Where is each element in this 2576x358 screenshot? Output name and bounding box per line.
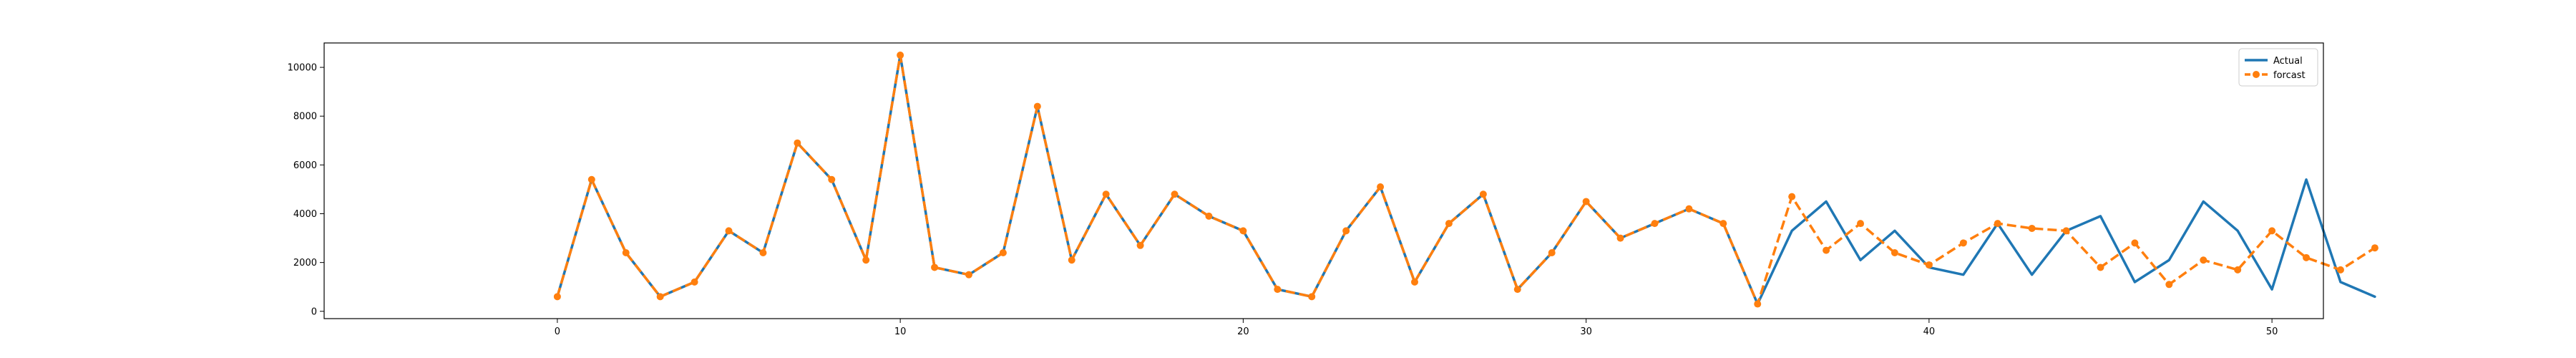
data-point-forcast	[1308, 293, 1316, 301]
data-point-forcast	[691, 278, 698, 286]
data-point-forcast	[1616, 234, 1624, 242]
legend-marker-forcast	[2253, 71, 2260, 78]
y-tick-label: 2000	[293, 258, 317, 268]
data-point-forcast	[759, 249, 767, 257]
data-point-forcast	[1925, 261, 1933, 269]
plot-background	[324, 43, 2323, 319]
x-tick-label: 50	[2266, 326, 2278, 337]
data-point-forcast	[828, 175, 836, 183]
x-tick-label: 40	[1923, 326, 1936, 337]
data-point-forcast	[2336, 266, 2344, 274]
data-point-forcast	[1274, 286, 1282, 294]
x-tick-label: 10	[894, 326, 907, 337]
axes-frame	[323, 42, 2324, 319]
data-point-forcast	[2371, 244, 2379, 252]
data-point-forcast	[553, 293, 561, 301]
data-point-forcast	[1548, 249, 1556, 257]
series-line-forcast	[556, 54, 2376, 306]
data-point-forcast	[2200, 256, 2207, 264]
y-tick-label: 4000	[293, 209, 317, 220]
data-point-forcast	[1239, 227, 1247, 235]
data-point-forcast	[2062, 227, 2070, 235]
data-point-forcast	[1479, 190, 1487, 198]
data-point-forcast	[1205, 212, 1213, 220]
data-point-forcast	[622, 249, 630, 257]
data-point-forcast	[2234, 266, 2242, 274]
data-point-forcast	[862, 256, 870, 264]
x-tick-label: 0	[555, 326, 560, 337]
data-point-forcast	[1445, 220, 1453, 228]
data-point-forcast	[1857, 220, 1865, 228]
data-point-forcast	[1068, 256, 1075, 264]
data-point-forcast	[2165, 281, 2173, 289]
data-point-forcast	[1513, 286, 1521, 294]
data-point-forcast	[931, 263, 939, 271]
data-point-forcast	[725, 227, 733, 235]
legend-label-actual: Actual	[2273, 56, 2303, 67]
data-point-forcast	[1823, 246, 1830, 254]
data-point-forcast	[897, 52, 904, 59]
legend: Actual forcast	[2238, 48, 2318, 87]
data-point-forcast	[1890, 249, 1898, 257]
y-tick-label: 10000	[288, 63, 317, 74]
data-point-forcast	[1788, 193, 1796, 200]
data-point-forcast	[794, 139, 801, 147]
y-tick-label: 8000	[293, 112, 317, 122]
plot-area	[324, 43, 2323, 319]
legend-label-forcast: forcast	[2273, 70, 2306, 81]
data-point-forcast	[1033, 102, 1041, 110]
data-point-forcast	[1994, 220, 2001, 228]
data-point-forcast	[1959, 239, 1967, 247]
data-point-forcast	[2097, 263, 2104, 271]
data-point-forcast	[1102, 190, 1110, 198]
data-point-forcast	[1754, 300, 1762, 308]
data-point-forcast	[965, 271, 972, 279]
y-tick-label: 0	[311, 306, 317, 317]
y-tick-label: 6000	[293, 160, 317, 171]
data-point-forcast	[2303, 253, 2311, 261]
x-tick-label: 20	[1237, 326, 1249, 337]
axes-layer: 0 10 20 30 40 50 0 2000 4000 6000 8000 10000	[288, 42, 2324, 337]
data-point-forcast	[1685, 205, 1693, 213]
x-tick-label: 30	[1580, 326, 1592, 337]
data-point-forcast	[1342, 227, 1350, 235]
data-point-forcast	[656, 293, 664, 301]
data-point-forcast	[587, 175, 595, 183]
data-point-forcast	[1582, 198, 1590, 205]
data-point-forcast	[1411, 278, 1418, 286]
data-point-forcast	[999, 249, 1007, 257]
data-point-forcast	[1171, 190, 1179, 198]
data-point-forcast	[1719, 220, 1727, 228]
data-point-forcast	[2268, 227, 2276, 235]
data-point-forcast	[2028, 224, 2036, 232]
data-point-forcast	[1651, 220, 1659, 228]
series-layer	[553, 52, 2379, 308]
data-point-forcast	[2131, 239, 2139, 247]
data-point-forcast	[1136, 241, 1144, 249]
data-point-forcast	[1377, 183, 1385, 191]
